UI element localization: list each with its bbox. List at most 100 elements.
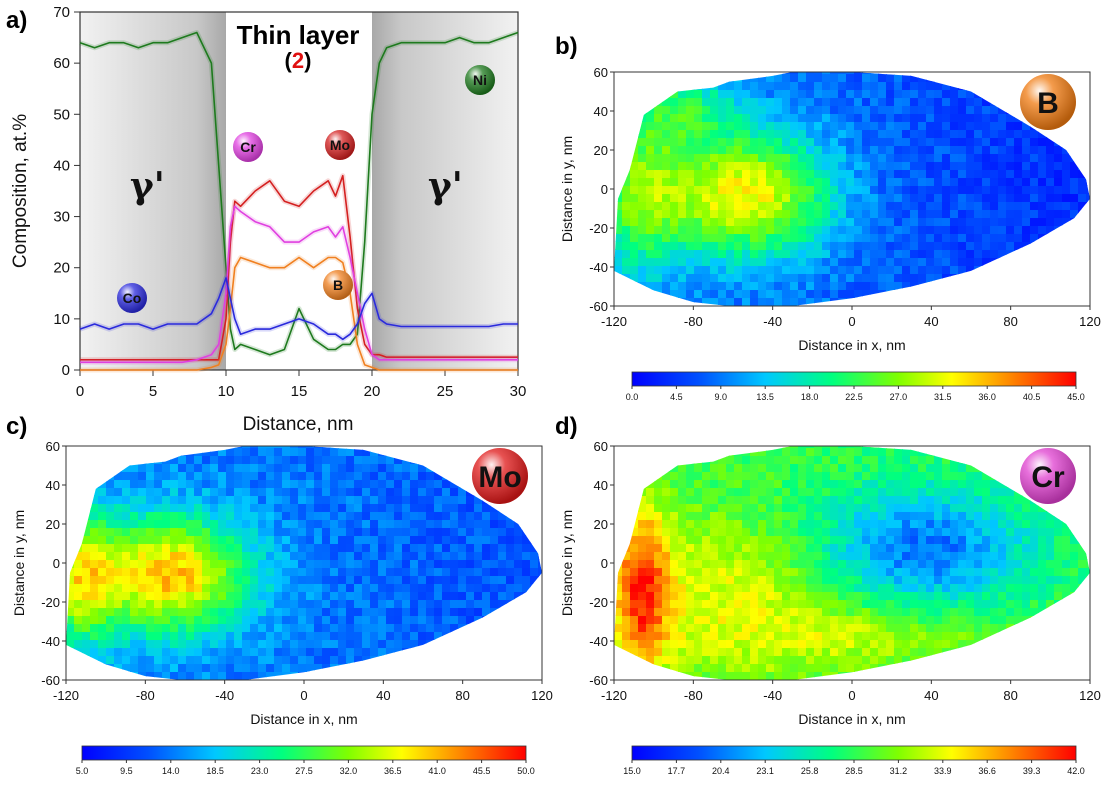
x-tick-label: 25 [437,383,454,400]
colorbar-tick-label: 23.1 [756,766,774,776]
colorbar-tick-label: 18.0 [801,392,819,402]
element-label-b: B [1037,87,1059,120]
colorbar-mo: 5.0 9.5 14.0 18.5 23.0 27.5 32.0 36.5 41.0 45.5 50… [76,745,535,776]
panel-d-chromium-map: d) -120 -80 -40 0 40 80 120 -60 -40 -20 0 20 40 60 Dist… [555,413,1101,776]
element-ball-b: B [1020,74,1076,130]
y-tick-label: -20 [589,595,608,610]
x-tick-label: 40 [924,688,938,703]
x-tick-label: 80 [1003,314,1017,329]
y-tick-label: 60 [46,439,60,454]
colorbar-tick-label: 20.4 [712,766,730,776]
colorbar-tick-label: 5.0 [76,766,89,776]
legend-ball-mo: Mo [325,130,355,160]
y-tick-label: 50 [53,106,70,123]
y-tick-label: -40 [589,260,608,275]
y-tick-label: 0 [601,182,608,197]
x-tick-label: 20 [364,383,381,400]
axes-cr: -120 -80 -40 0 40 80 120 -60 -40 -20 0 20 40 60 Distan… [559,439,1101,727]
colorbar-tick-label: 13.5 [756,392,774,402]
x-tick-label: 40 [376,688,390,703]
colorbar-tick-label: 28.5 [845,766,863,776]
colorbar-tick-label: 42.0 [1067,766,1085,776]
x-tick-label: -120 [53,688,79,703]
x-tick-label: 80 [455,688,469,703]
colorbar-tick-label: 27.5 [295,766,313,776]
colorbar-tick-label: 32.0 [340,766,358,776]
x-tick-label: -40 [215,688,234,703]
x-tick-label: 120 [1079,314,1101,329]
y-tick-label: 40 [53,157,70,174]
series-line-co [79,277,518,341]
colorbar-tick-label: 50.0 [517,766,535,776]
panel-b-boron-map: b) -120 -80 -40 0 40 80 120 -60 -40 -20 0 20 40 60 Dist… [555,33,1101,402]
colorbar-tick-label: 39.3 [1023,766,1041,776]
x-tick-label: -80 [684,688,703,703]
colorbar-tick-label: 31.2 [890,766,908,776]
chart-title: Thin layer [237,20,360,50]
y-tick-label: 60 [594,65,608,80]
series-line-b [80,256,518,371]
x-tick-label: -120 [601,688,627,703]
legend-label-mo: Mo [330,137,350,153]
x-tick-label: 80 [1003,688,1017,703]
region-label-right: γ' [428,165,463,207]
colorbar-tick-label: 40.5 [1023,392,1041,402]
colorbar-tick-label: 36.6 [978,766,996,776]
colorbar-tick-label: 23.0 [251,766,269,776]
legend-ball-co: Co [117,283,147,313]
x-tick-label: 5 [149,383,157,400]
legend-ball-b: B [323,270,353,300]
colorbar-tick-label: 0.0 [626,392,639,402]
axes-mo: -120 -80 -40 0 40 80 120 -60 -40 -20 0 20 40 60 Distan… [11,439,553,727]
y-tick-label: 20 [594,517,608,532]
y-tick-label: 60 [53,55,70,72]
colorbar-tick-label: 45.5 [473,766,491,776]
y-tick-label: 40 [594,104,608,119]
y-tick-label: -40 [41,634,60,649]
x-tick-label: -80 [684,314,703,329]
x-tick-label: -120 [601,314,627,329]
colorbar-tick-label: 25.8 [801,766,819,776]
y-tick-label: -60 [41,673,60,688]
y-tick-label: 20 [53,260,70,277]
y-tick-label: -20 [41,595,60,610]
x-tick-label: -40 [763,688,782,703]
layer-number: (2) [285,48,312,73]
colorbar-b: 0.0 4.5 9.0 13.5 18.0 22.5 27.0 31.5 36.0 40.5 45.… [626,371,1085,402]
colorbar-tick-label: 36.5 [384,766,402,776]
y-tick-label: 0 [53,556,60,571]
x-tick-label: 15 [291,383,308,400]
colorbar-tick-label: 18.5 [206,766,224,776]
series-line-mo [80,174,518,361]
y-axis-label: Distance in y, nm [559,510,575,616]
legend-label-cr: Cr [240,139,256,155]
panel-a-line-chart: a) 0 5 10 15 20 25 30 0 10 20 30 40 50 60 70 γ' γ' Thi… [6,4,526,435]
colorbar-tick-label: 17.7 [668,766,686,776]
y-tick-label: 10 [53,311,70,328]
legend-label-b: B [333,277,343,293]
y-tick-label: 0 [601,556,608,571]
y-tick-label: -60 [589,673,608,688]
colorbar-tick-label: 15.0 [623,766,641,776]
x-axis-label: Distance in x, nm [798,711,905,727]
axes-b: -120 -80 -40 0 40 80 120 -60 -40 -20 0 20 40 60 Distan… [559,65,1101,353]
y-tick-label: -60 [589,299,608,314]
y-tick-label: 0 [62,362,70,379]
legend-ball-ni: Ni [465,65,495,95]
colorbar-tick-label: 9.0 [715,392,728,402]
x-tick-label: 120 [1079,688,1101,703]
panel-label-c: c) [6,413,27,440]
x-axis-label: Distance in x, nm [250,711,357,727]
colorbar-cr: 15.0 17.7 20.4 23.1 25.8 28.5 31.2 33.9 36.6 39.3… [623,745,1085,776]
panel-label-a: a) [6,7,27,34]
y-tick-label: 20 [594,143,608,158]
panel-c-molybdenum-map: c) -120 -80 -40 0 40 80 120 -60 -40 -20 0 20 40 60 Dist… [6,413,553,776]
x-tick-label: -40 [763,314,782,329]
x-tick-label: 10 [218,383,235,400]
y-tick-label: 70 [53,4,70,21]
y-tick-label: 30 [53,209,70,226]
panel-label-d: d) [555,413,578,440]
y-axis-label: Distance in y, nm [559,136,575,242]
y-tick-label: -20 [589,221,608,236]
series-line-ni [79,31,519,356]
